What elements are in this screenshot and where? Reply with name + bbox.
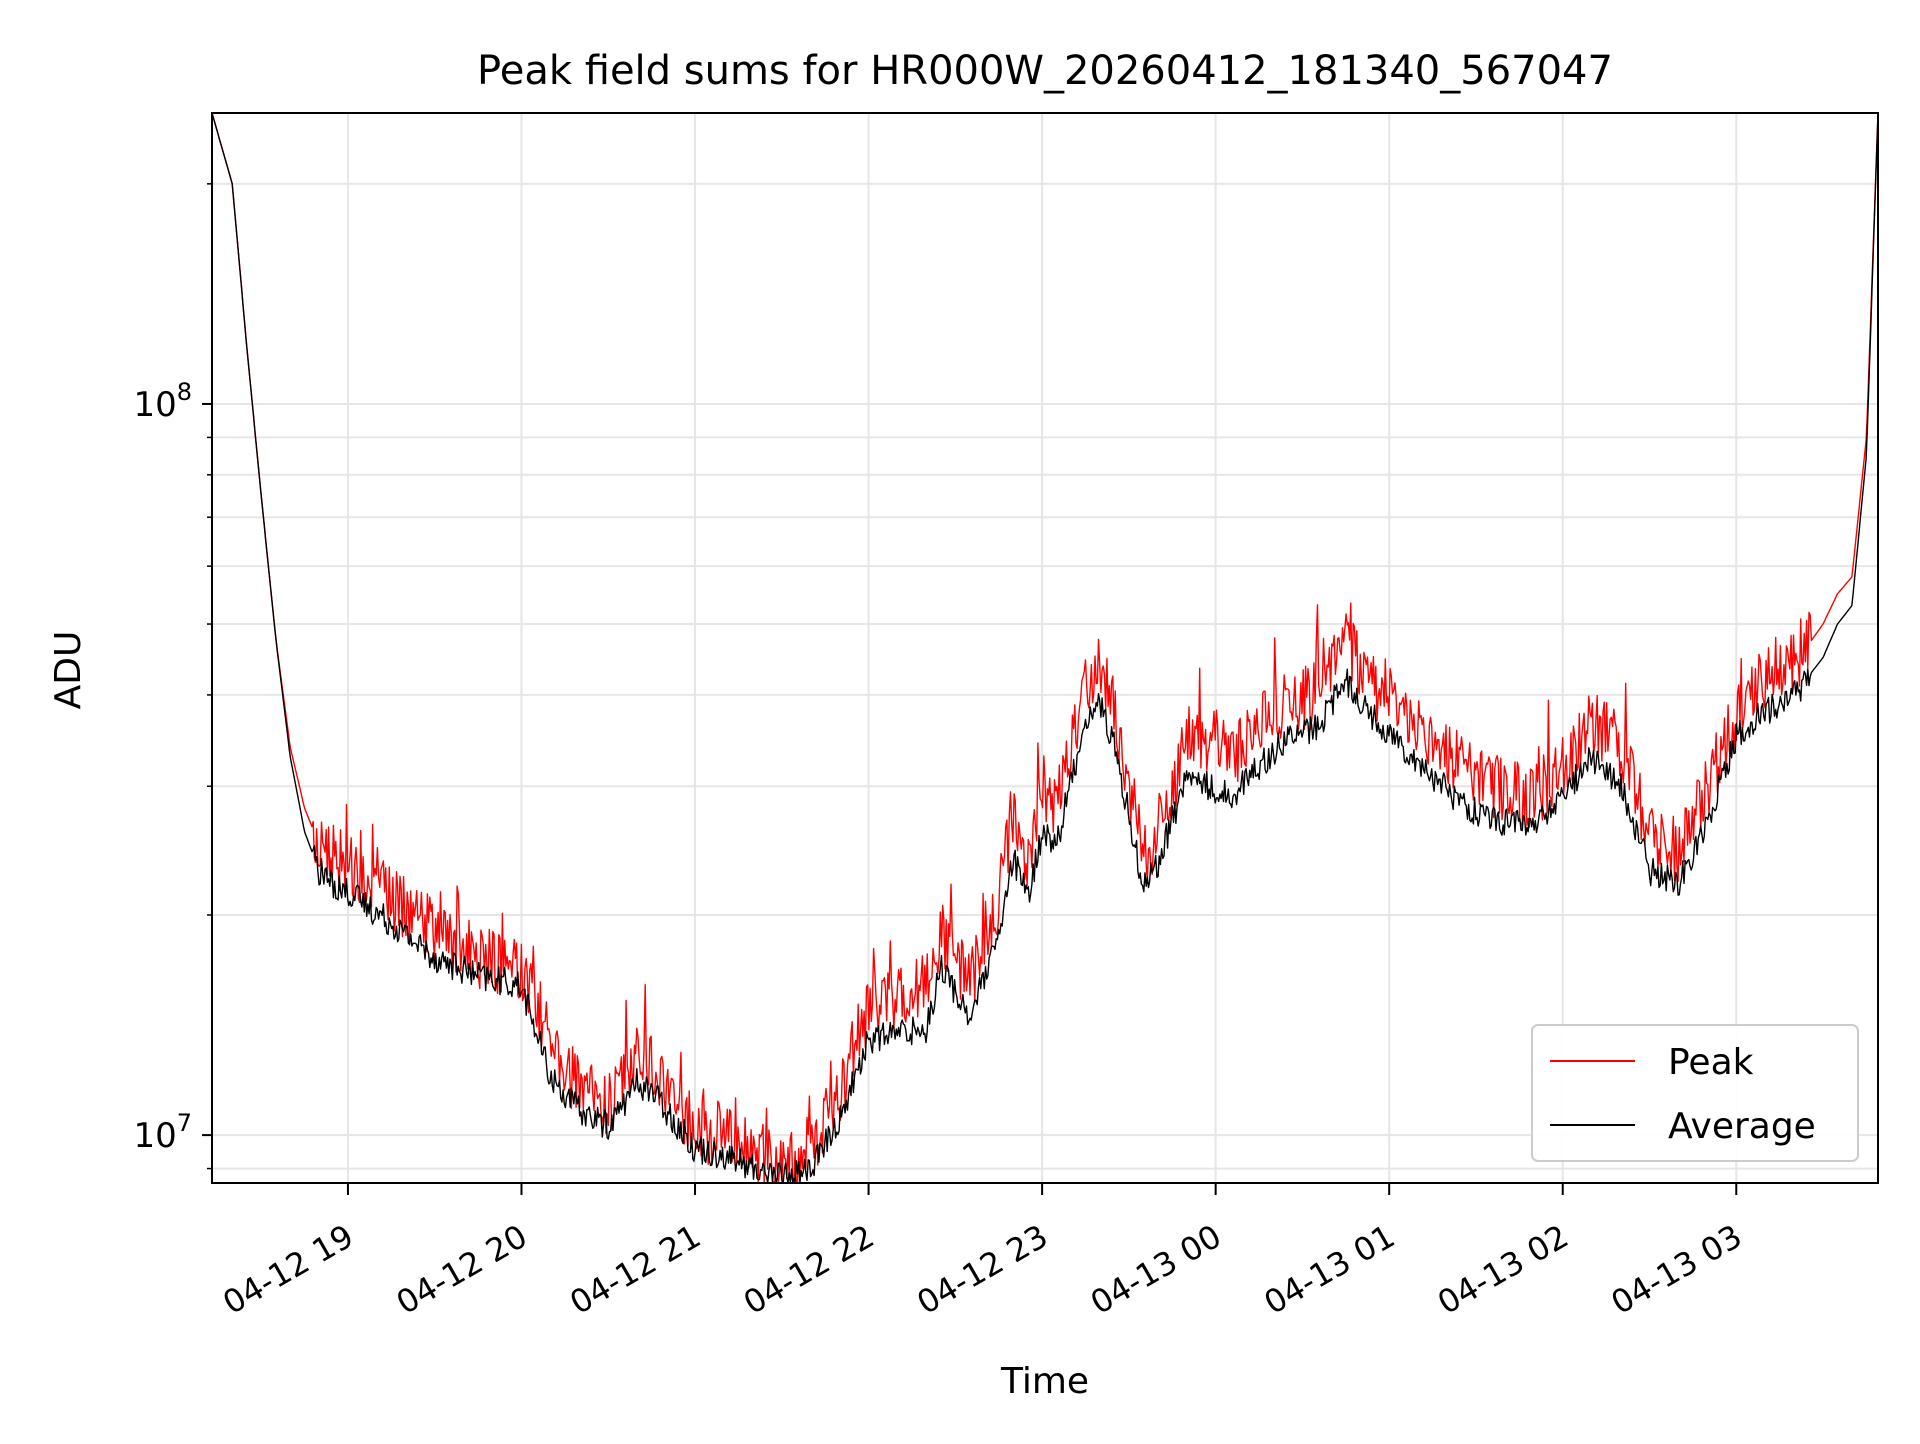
minor-grid (212, 182, 1878, 1170)
x-axis-label: Time (1000, 1361, 1089, 1402)
major-grid (212, 113, 1878, 1183)
y-axis-label: ADU (48, 631, 89, 710)
y-tick-label: 108 (133, 378, 192, 425)
legend-label-peak: Peak (1668, 1042, 1754, 1083)
y-tick-label: 107 (133, 1109, 192, 1156)
y-tick-label-exponent: 8 (177, 378, 192, 406)
y-tick-label-exponent: 7 (177, 1109, 192, 1137)
legend-box (1531, 1024, 1859, 1162)
legend: Peak Average (1531, 1024, 1859, 1162)
series-line-peak (211, 112, 1879, 1184)
chart-title: Peak field sums for HR000W_20260412_1813… (477, 48, 1613, 94)
plot-area-frame (211, 112, 1879, 1184)
series-layer (211, 112, 1879, 1184)
series-line-average (211, 112, 1879, 1184)
y-tick-label-base: 10 (133, 1116, 176, 1156)
y-tick-label-base: 10 (133, 385, 176, 425)
legend-label-average: Average (1668, 1106, 1816, 1147)
